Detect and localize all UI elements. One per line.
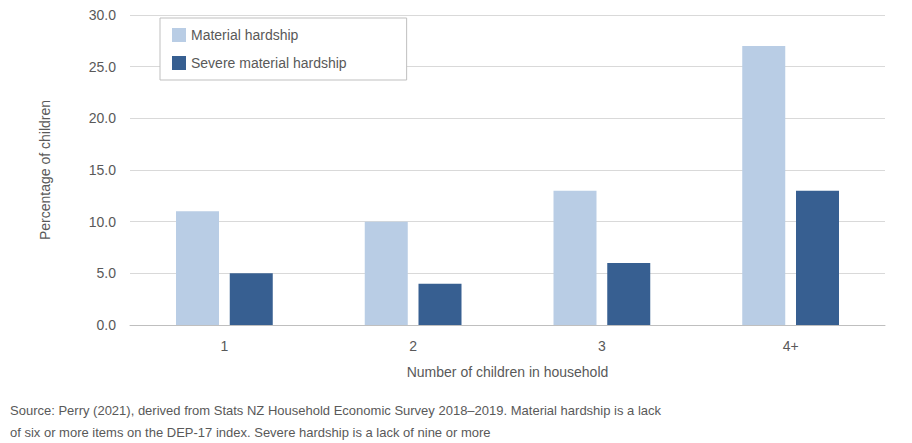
svg-text:3: 3 — [598, 338, 606, 354]
svg-text:30.0: 30.0 — [89, 7, 116, 23]
svg-text:Source: Perry (2021), derived: Source: Perry (2021), derived from Stats… — [10, 403, 662, 418]
svg-text:0.0: 0.0 — [97, 317, 117, 333]
svg-text:15.0: 15.0 — [89, 162, 116, 178]
svg-text:20.0: 20.0 — [89, 110, 116, 126]
svg-text:25.0: 25.0 — [89, 59, 116, 75]
svg-text:Number of children in househol: Number of children in household — [407, 364, 609, 380]
svg-text:10.0: 10.0 — [89, 214, 116, 230]
svg-text:4+: 4+ — [783, 338, 799, 354]
svg-text:of six or more items on the DE: of six or more items on the DEP-17 index… — [10, 425, 491, 440]
svg-text:2: 2 — [409, 338, 417, 354]
svg-text:Material hardship: Material hardship — [191, 27, 299, 43]
svg-text:Percentage of children: Percentage of children — [37, 100, 53, 240]
svg-text:5.0: 5.0 — [97, 265, 117, 281]
svg-text:1: 1 — [220, 338, 228, 354]
svg-text:Severe material hardship: Severe material hardship — [191, 55, 347, 71]
